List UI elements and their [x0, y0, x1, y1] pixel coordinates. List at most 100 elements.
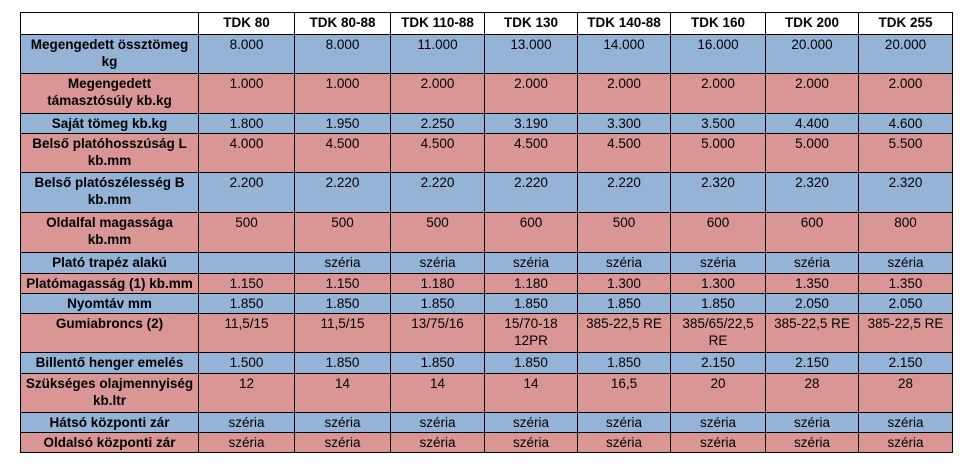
cell: 2.320 — [858, 172, 953, 213]
cell: széria — [577, 252, 671, 274]
cell: 4.400 — [765, 113, 859, 134]
cell: 2.220 — [484, 172, 578, 213]
cell: széria — [858, 252, 953, 274]
cell: széria — [670, 432, 766, 453]
cell: 1.350 — [858, 273, 953, 294]
cell: 1.850 — [390, 293, 485, 314]
cell: 11.000 — [390, 34, 485, 74]
cell: 11,5/15 — [198, 313, 295, 353]
column-header: TDK 130 — [484, 12, 578, 35]
cell: 1.850 — [484, 293, 578, 314]
table-row: Nyomtáv mm 1.850 1.850 1.850 1.850 1.850 1.850… — [20, 293, 953, 314]
cell: 2.220 — [577, 172, 671, 213]
cell: 15/70-18 12PR — [484, 313, 578, 353]
cell: 1.350 — [765, 273, 859, 294]
cell: 2.050 — [765, 293, 859, 314]
cell — [198, 252, 295, 274]
cell: 1.180 — [484, 273, 578, 294]
cell: 13.000 — [484, 34, 578, 74]
row-label: Gumiabroncs (2) — [20, 313, 199, 353]
table-row: Hátsó központi zár széria széria széria szér… — [20, 412, 953, 433]
cell: 600 — [484, 212, 578, 253]
cell: 8.000 — [198, 34, 295, 74]
cell: 28 — [858, 373, 953, 413]
column-header: TDK 140-88 — [577, 12, 671, 35]
cell: 2.050 — [858, 293, 953, 314]
cell: 1.000 — [294, 73, 391, 114]
row-label: Oldalsó központi zár — [20, 432, 199, 453]
cell: széria — [198, 412, 295, 433]
cell: széria — [294, 432, 391, 453]
cell: 1.850 — [294, 352, 391, 374]
table-row: Plató trapéz alakú széria széria széria szér… — [20, 252, 953, 274]
table-row: Saját tömeg kb.kg 1.800 1.950 2.250 3.190 3.3… — [20, 113, 953, 134]
table-row: Billentő henger emelés 1.500 1.850 1.850 1.8… — [20, 352, 953, 374]
cell: 1.150 — [198, 273, 295, 294]
cell: 2.000 — [577, 73, 671, 114]
cell: 4.500 — [294, 133, 391, 173]
cell: 1.850 — [294, 293, 391, 314]
cell: széria — [670, 252, 766, 274]
cell: 16.000 — [670, 34, 766, 74]
cell: 2.000 — [390, 73, 485, 114]
cell: széria — [390, 252, 485, 274]
table-row: Gumiabroncs (2) 11,5/15 11,5/15 13/75/16 15/… — [20, 313, 953, 353]
cell: 8.000 — [294, 34, 391, 74]
cell: 1.850 — [577, 293, 671, 314]
cell: 1.300 — [577, 273, 671, 294]
column-header: TDK 255 — [858, 12, 953, 35]
cell: 16,5 — [577, 373, 671, 413]
cell: széria — [577, 412, 671, 433]
row-label: Szükséges olajmennyiség kb.ltr — [20, 373, 199, 413]
cell: széria — [294, 252, 391, 274]
cell: 2.000 — [670, 73, 766, 114]
cell: 5.000 — [670, 133, 766, 173]
header-row: TDK 80 TDK 80-88 TDK 110-88 TDK 130 TDK 140-… — [20, 12, 953, 35]
cell: 2.320 — [670, 172, 766, 213]
cell: 1.500 — [198, 352, 295, 374]
cell: 385-22,5 RE — [858, 313, 953, 353]
cell: széria — [198, 432, 295, 453]
column-header: TDK 160 — [670, 12, 766, 35]
cell: 4.000 — [198, 133, 295, 173]
column-header: TDK 110-88 — [390, 12, 485, 35]
cell: 20.000 — [765, 34, 859, 74]
cell: 20 — [670, 373, 766, 413]
row-label: Billentő henger emelés — [20, 352, 199, 374]
cell: 3.300 — [577, 113, 671, 134]
cell: 1.150 — [294, 273, 391, 294]
cell: 12 — [198, 373, 295, 413]
table-row: Szükséges olajmennyiség kb.ltr 12 14 14 14 16… — [20, 373, 953, 413]
table-body: Megengedett össztömeg kg 8.000 8.000 11.000… — [20, 34, 953, 453]
cell: 14 — [484, 373, 578, 413]
row-label: Platómagasság (1) kb.mm — [20, 273, 199, 294]
cell: széria — [765, 432, 859, 453]
cell: 1.850 — [670, 293, 766, 314]
column-header: TDK 80-88 — [294, 12, 391, 35]
cell: 2.200 — [198, 172, 295, 213]
cell: széria — [765, 252, 859, 274]
cell: 28 — [765, 373, 859, 413]
cell: 1.180 — [390, 273, 485, 294]
table-row: Megengedett támasztósúly kb.kg 1.000 1.000… — [20, 73, 953, 114]
cell: 500 — [390, 212, 485, 253]
cell: 2.220 — [294, 172, 391, 213]
cell: 1.850 — [390, 352, 485, 374]
cell: 385-22,5 RE — [765, 313, 859, 353]
row-label: Megengedett össztömeg kg — [20, 34, 199, 74]
cell: 1.850 — [577, 352, 671, 374]
cell: 1.000 — [198, 73, 295, 114]
cell: széria — [484, 432, 578, 453]
corner — [20, 12, 199, 35]
cell: 14 — [390, 373, 485, 413]
column-header: TDK 80 — [198, 12, 295, 35]
cell: 600 — [670, 212, 766, 253]
cell: 2.150 — [765, 352, 859, 374]
row-label: Hátsó központi zár — [20, 412, 199, 433]
cell: széria — [484, 412, 578, 433]
cell: 1.850 — [484, 352, 578, 374]
cell: 11,5/15 — [294, 313, 391, 353]
row-label: Belső platóhosszúság L kb.mm — [20, 133, 199, 173]
column-header: TDK 200 — [765, 12, 859, 35]
table-row: Oldalsó központi zár széria széria széria sz… — [20, 432, 953, 453]
